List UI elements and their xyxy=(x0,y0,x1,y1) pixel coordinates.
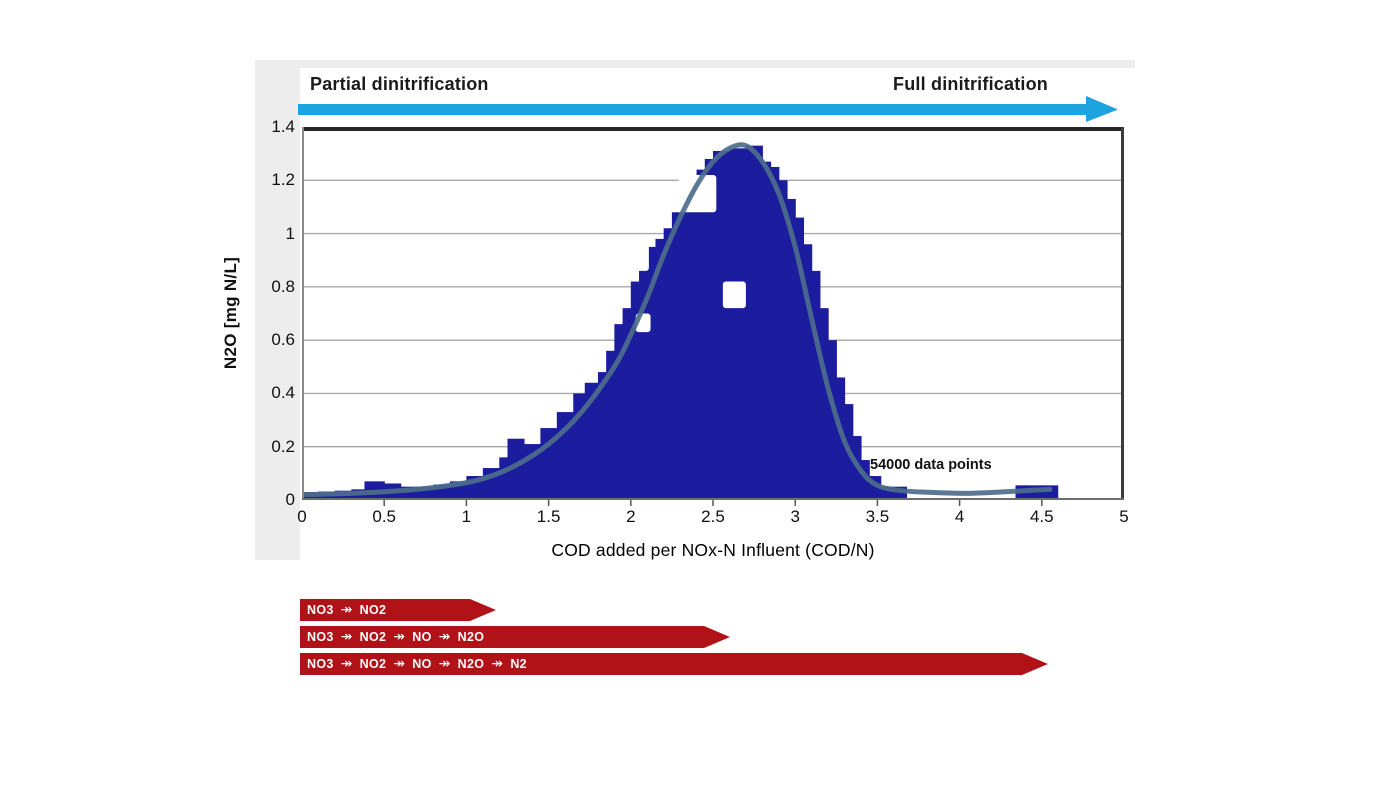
pathway-compound-label: NO3 xyxy=(307,630,334,644)
chart-plot-area xyxy=(302,127,1124,506)
x-tick-label: 4.5 xyxy=(1029,507,1054,526)
partial-denitrification-label: Partial dinitrification xyxy=(310,74,489,94)
x-tick-label: 1.5 xyxy=(536,507,561,526)
x-tick-label: 2 xyxy=(626,507,636,526)
pathway-arrow-no3-no2: NO3 ↠ NO2 xyxy=(300,599,496,621)
x-axis-title: COD added per NOx-N Influent (COD/N) xyxy=(551,540,875,560)
figure-background-strip xyxy=(255,60,300,560)
arrow-right-icon: ↠ xyxy=(491,655,504,671)
figure-background-strip xyxy=(255,60,1135,68)
pathway-compound-label: N2O xyxy=(457,630,485,644)
arrow-right-icon: ↠ xyxy=(340,655,353,671)
gradient-arrow-icon xyxy=(298,96,1118,122)
x-tick-label: 3 xyxy=(790,507,800,526)
x-tick-label: 1 xyxy=(461,507,472,526)
pathway-compound-label: NO xyxy=(412,630,432,644)
x-tick-label: 4 xyxy=(954,507,965,526)
arrow-right-icon: ↠ xyxy=(340,601,353,617)
arrow-right-icon: ↠ xyxy=(393,628,406,644)
arrow-right-icon: ↠ xyxy=(438,628,451,644)
x-tick-label: 0.5 xyxy=(372,507,396,526)
data-points-annotation: 54000 data points xyxy=(870,457,992,473)
pathway-arrow-no3-no2-no-n2o-n2: NO3 ↠ NO2 ↠ NO ↠ N2O ↠ N2 xyxy=(300,653,1048,675)
pathway-compound-label: NO2 xyxy=(359,603,387,617)
pathway-compound-label: N2 xyxy=(510,657,527,671)
arrow-right-icon: ↠ xyxy=(340,628,353,644)
pathway-compound-label: NO xyxy=(412,657,432,671)
y-axis-title: N2O [mg N/L] xyxy=(221,256,240,370)
x-tick-label: 5 xyxy=(1119,507,1129,526)
x-tick-label: 2.5 xyxy=(701,507,725,526)
pathway-compound-label: NO3 xyxy=(307,657,334,671)
x-tick-label: 3.5 xyxy=(865,507,890,526)
arrow-right-icon: ↠ xyxy=(438,655,451,671)
pathway-arrow-no3-no2-no-n2o: NO3 ↠ NO2 ↠ NO ↠ N2O xyxy=(300,626,730,648)
denitrification-pathway-arrows: NO3 ↠ NO2 NO3 ↠ NO2 ↠ NO ↠ N2O NO3 ↠ NO2 ↠ NO ↠ N2O ↠ N2 xyxy=(300,599,1048,680)
pathway-compound-label: NO3 xyxy=(307,603,334,617)
arrow-right-icon: ↠ xyxy=(393,655,406,671)
full-denitrification-label: Full dinitrification xyxy=(893,74,1048,94)
pathway-compound-label: NO2 xyxy=(359,657,387,671)
pathway-compound-label: N2O xyxy=(457,657,485,671)
pathway-compound-label: NO2 xyxy=(359,630,387,644)
